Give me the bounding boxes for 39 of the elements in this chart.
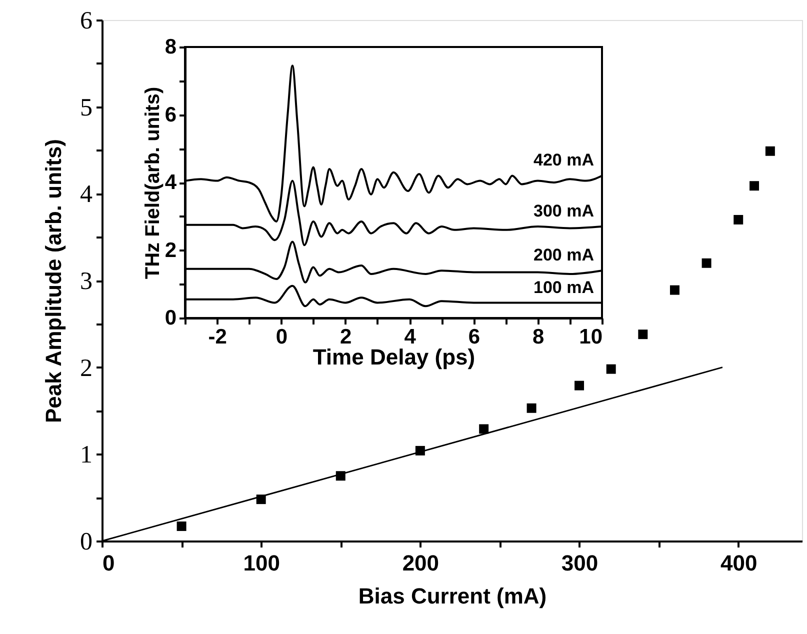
point: [734, 214, 744, 224]
y-axis-title: Peak Amplitude (arb. units): [41, 138, 66, 424]
y-tick-label: 2: [164, 238, 176, 262]
x-tick-label: 8: [532, 326, 544, 348]
point: [606, 364, 616, 374]
x-axis-title: Bias Current (mA): [358, 584, 547, 608]
x-tick-label: 400: [720, 550, 758, 576]
point: [670, 285, 680, 295]
point: [526, 403, 536, 413]
y-tick-label: 6: [164, 103, 176, 126]
x-tick-label: 200: [402, 550, 440, 576]
y-tick-label: 0: [80, 528, 92, 556]
point: [574, 380, 584, 390]
point: [479, 424, 489, 434]
point: [702, 258, 712, 268]
series-label: 200 mA: [534, 246, 594, 265]
series-label: 300 mA: [534, 202, 594, 221]
y-tick-label: 4: [80, 181, 93, 208]
x-tick-label: 100: [243, 550, 280, 576]
x-tick-label: -2: [208, 326, 227, 348]
x-tick-label: 10: [579, 326, 602, 348]
y-tick-label: 1: [80, 442, 92, 469]
series-label: 420 mA: [534, 150, 594, 170]
point: [750, 181, 760, 191]
series-label: 100 mA: [534, 278, 594, 297]
point: [638, 330, 648, 340]
x-tick-label: 300: [561, 550, 598, 576]
y-tick-label: 4: [164, 171, 177, 194]
y-tick-label: 8: [164, 36, 177, 58]
y-tick-label: 6: [80, 8, 92, 34]
x-tick-label: 0: [276, 326, 288, 348]
point: [176, 521, 186, 531]
y-tick-label: 5: [80, 94, 92, 122]
y-axis-title: THz Field(arb. units): [142, 86, 164, 280]
y-tick-label: 0: [164, 306, 176, 330]
y-tick-label: 3: [80, 268, 92, 295]
x-tick-label: 0: [102, 550, 115, 576]
y-tick-label: 2: [80, 354, 92, 382]
point: [765, 146, 775, 156]
